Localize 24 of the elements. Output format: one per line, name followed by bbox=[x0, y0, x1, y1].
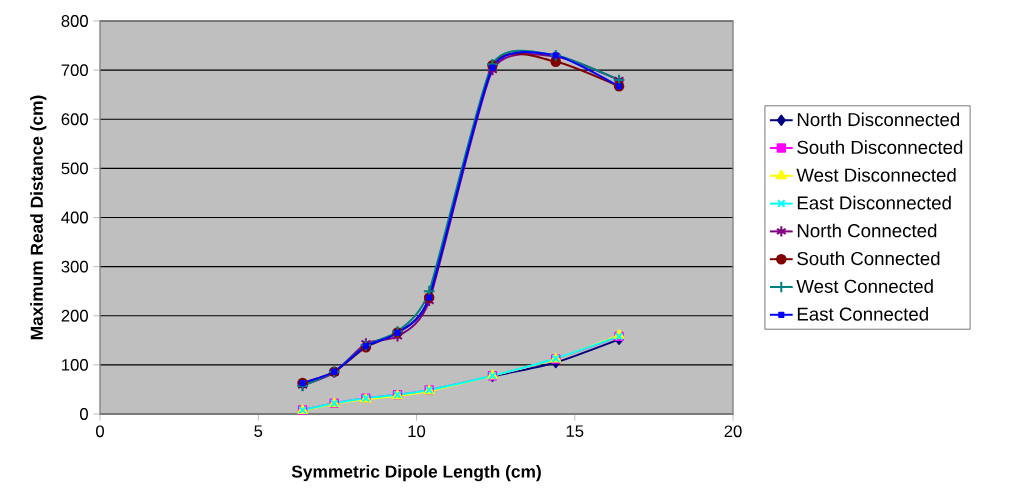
legend-label: South Disconnected bbox=[797, 140, 963, 154]
y-axis-title: Maximum Read Distance (cm) bbox=[30, 95, 47, 340]
legend-label: North Connected bbox=[797, 223, 937, 238]
y-tick-label: 600 bbox=[61, 113, 88, 126]
legend-label: West Connected bbox=[796, 279, 933, 293]
y-tick-label: 0 bbox=[80, 408, 88, 420]
legend-label: East Connected bbox=[797, 307, 928, 321]
x-tick-label: 0 bbox=[96, 425, 104, 438]
legend-label: West Disconnected bbox=[796, 168, 956, 182]
legend-label: East Disconnected bbox=[797, 195, 951, 210]
y-tick-label: 200 bbox=[61, 309, 88, 322]
x-tick-label: 20 bbox=[724, 425, 742, 438]
y-tick-label: 800 bbox=[61, 15, 88, 27]
y-tick-label: 100 bbox=[62, 358, 88, 371]
y-tick-label: 400 bbox=[61, 211, 88, 224]
y-tick-label: 500 bbox=[61, 162, 88, 175]
x-axis-title: Symmetric Dipole Length (cm) bbox=[291, 464, 541, 482]
legend-label: North Disconnected bbox=[797, 112, 960, 127]
x-tick-label: 10 bbox=[408, 425, 426, 438]
x-tick-label: 15 bbox=[566, 425, 584, 438]
legend-label: South Connected bbox=[797, 251, 940, 266]
y-tick-label: 300 bbox=[61, 260, 88, 273]
x-tick-label: 5 bbox=[254, 425, 263, 438]
y-tick-label: 700 bbox=[61, 64, 88, 77]
